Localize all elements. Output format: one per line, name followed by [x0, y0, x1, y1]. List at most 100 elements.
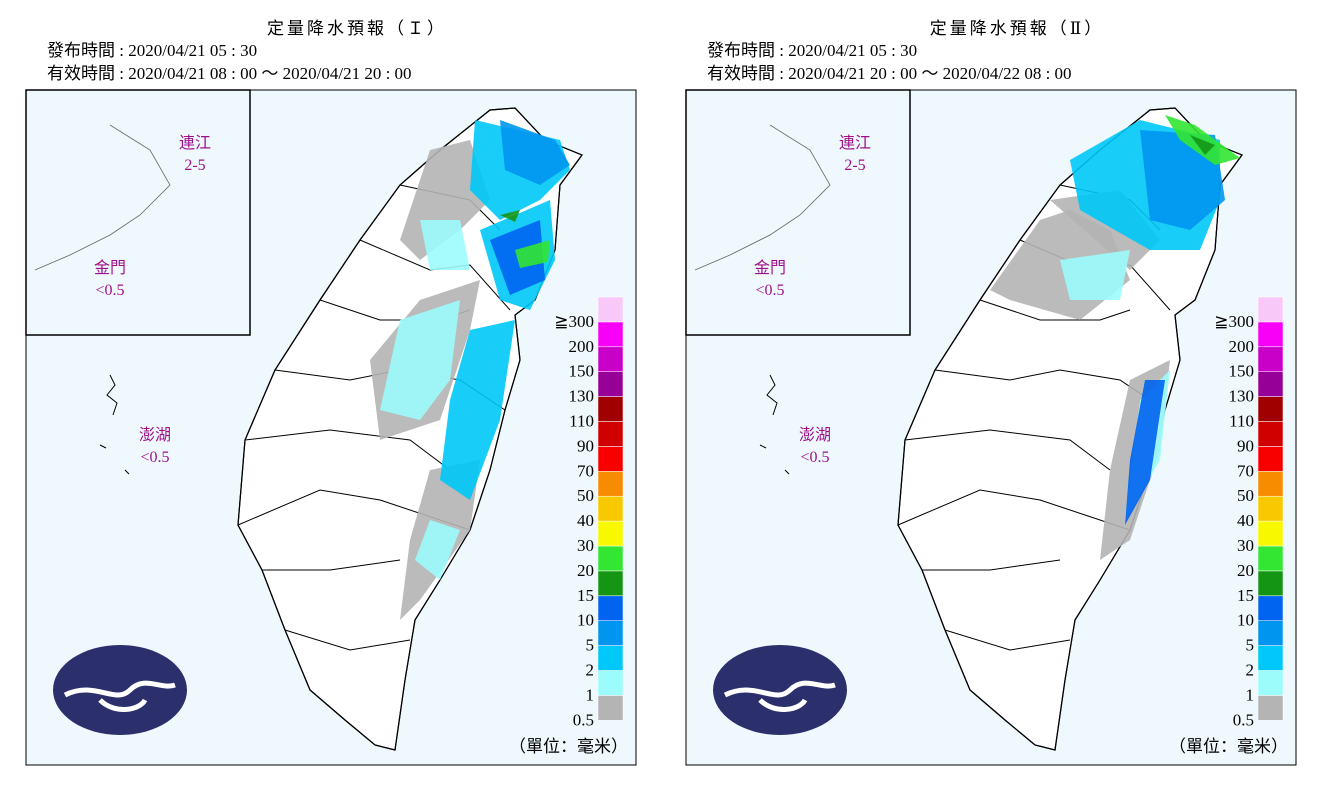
- legend-swatch: [597, 396, 624, 422]
- rain-area: [500, 210, 520, 222]
- rain-area: [420, 220, 470, 270]
- legend-label: 70: [577, 461, 594, 480]
- legend-swatch: [1257, 446, 1284, 472]
- legend-label: ≧300: [1214, 312, 1254, 331]
- legend-swatch: [597, 520, 624, 547]
- island-name: 連江: [839, 134, 871, 152]
- legend-swatch: [1257, 296, 1284, 323]
- cwb-logo: [713, 645, 847, 735]
- legend-label: 200: [1229, 337, 1255, 356]
- legend-label: 0.5: [573, 710, 594, 729]
- legend-label: 10: [1237, 611, 1254, 630]
- legend-swatch: [1257, 545, 1284, 572]
- valid-time: 有效時間 : 2020/04/21 20 : 00 ～ 2020/04/22 0…: [707, 64, 1072, 83]
- unit-label: （單位：毫米）: [1169, 737, 1288, 756]
- legend-swatch: [597, 346, 624, 372]
- cwb-logo-mark: [63, 680, 176, 712]
- legend-label: 20: [1237, 561, 1254, 580]
- rain-area: [1125, 380, 1165, 525]
- legend-label: 130: [1229, 387, 1255, 406]
- island-value: <0.5: [800, 449, 829, 466]
- inset-coast: [34, 124, 171, 271]
- island-name: 澎湖: [139, 426, 171, 444]
- rain-area: [440, 320, 515, 500]
- legend-swatch: [1257, 670, 1284, 696]
- legend-swatch: [1257, 570, 1284, 597]
- legend-swatch: [597, 471, 624, 497]
- cwb-logo-mark: [723, 680, 836, 712]
- legend-label: 150: [569, 362, 595, 381]
- legend-label: 0.5: [1233, 710, 1254, 729]
- legend-swatch: [597, 296, 624, 323]
- legend-swatch: [597, 495, 624, 522]
- legend-label: 10: [577, 611, 594, 630]
- rain-area: [1190, 135, 1215, 155]
- legend-label: 5: [1246, 636, 1255, 655]
- inset-coast: [694, 124, 831, 271]
- legend-swatch: [597, 695, 624, 721]
- panel-title: 定量降水預報（Ⅱ）: [930, 19, 1105, 38]
- legend-label: 150: [1229, 362, 1255, 381]
- legend-swatch: [1257, 321, 1284, 348]
- legend-label: 2: [586, 661, 595, 680]
- legend-label: ≧300: [554, 312, 594, 331]
- legend-label: 70: [1237, 461, 1254, 480]
- island-value: <0.5: [755, 282, 784, 299]
- legend-label: 20: [577, 561, 594, 580]
- unit-label: （單位：毫米）: [509, 737, 628, 756]
- legend-label: 1: [1246, 685, 1255, 704]
- legend-swatch: [597, 421, 624, 447]
- legend-label: 90: [1237, 436, 1254, 455]
- island-value: <0.5: [140, 449, 169, 466]
- island-value: <0.5: [95, 282, 124, 299]
- penghu-islands: [99, 374, 130, 475]
- legend-swatch: [597, 321, 624, 348]
- island-value: 2-5: [844, 157, 865, 174]
- island-name: 澎湖: [799, 426, 831, 444]
- island-name: 金門: [754, 259, 786, 277]
- legend-label: 15: [1237, 586, 1254, 605]
- legend-label: 130: [569, 387, 595, 406]
- legend-swatch: [597, 545, 624, 572]
- legend-swatch: [1257, 471, 1284, 497]
- legend-swatch: [1257, 595, 1284, 621]
- legend-label: 200: [569, 337, 595, 356]
- legend-label: 40: [1237, 511, 1254, 530]
- legend-swatch: [597, 595, 624, 621]
- legend-swatch: [1257, 371, 1284, 397]
- rain-area: [380, 300, 460, 420]
- legend-swatch: [1257, 346, 1284, 372]
- legend-swatch: [1257, 645, 1284, 671]
- legend-swatch: [597, 570, 624, 597]
- inset-frame: [685, 89, 911, 336]
- issued-time: 發布時間 : 2020/04/21 05 : 30: [47, 41, 257, 60]
- legend-swatch: [597, 645, 624, 671]
- cwb-logo: [53, 645, 187, 735]
- rain-area: [515, 240, 550, 268]
- panel-title: 定量降水預報（Ｉ）: [267, 19, 447, 38]
- island-value: 2-5: [184, 157, 205, 174]
- legend-swatch: [597, 371, 624, 397]
- legend-label: 30: [577, 536, 594, 555]
- legend-swatch: [1257, 695, 1284, 721]
- rain-area: [1060, 250, 1130, 300]
- legend-swatch: [1257, 495, 1284, 522]
- legend-label: 50: [1237, 486, 1254, 505]
- legend-swatch: [597, 446, 624, 472]
- inset-frame: [25, 89, 251, 336]
- forecast-panel: 定量降水預報（Ｉ） 發布時間 : 2020/04/21 05 : 30 有效時間 :…: [25, 19, 637, 766]
- legend-label: 50: [577, 486, 594, 505]
- legend-swatch: [597, 670, 624, 696]
- penghu-islands: [759, 374, 790, 475]
- legend-label: 2: [1246, 661, 1255, 680]
- legend-label: 110: [569, 412, 594, 431]
- legend-swatch: [1257, 520, 1284, 547]
- legend-label: 110: [1229, 412, 1254, 431]
- island-name: 連江: [179, 134, 211, 152]
- rain-area: [500, 120, 570, 185]
- issued-time: 發布時間 : 2020/04/21 05 : 30: [707, 41, 917, 60]
- legend-swatch: [1257, 421, 1284, 447]
- legend-label: 40: [577, 511, 594, 530]
- island-name: 金門: [94, 259, 126, 277]
- valid-time: 有效時間 : 2020/04/21 08 : 00 ～ 2020/04/21 2…: [47, 64, 412, 83]
